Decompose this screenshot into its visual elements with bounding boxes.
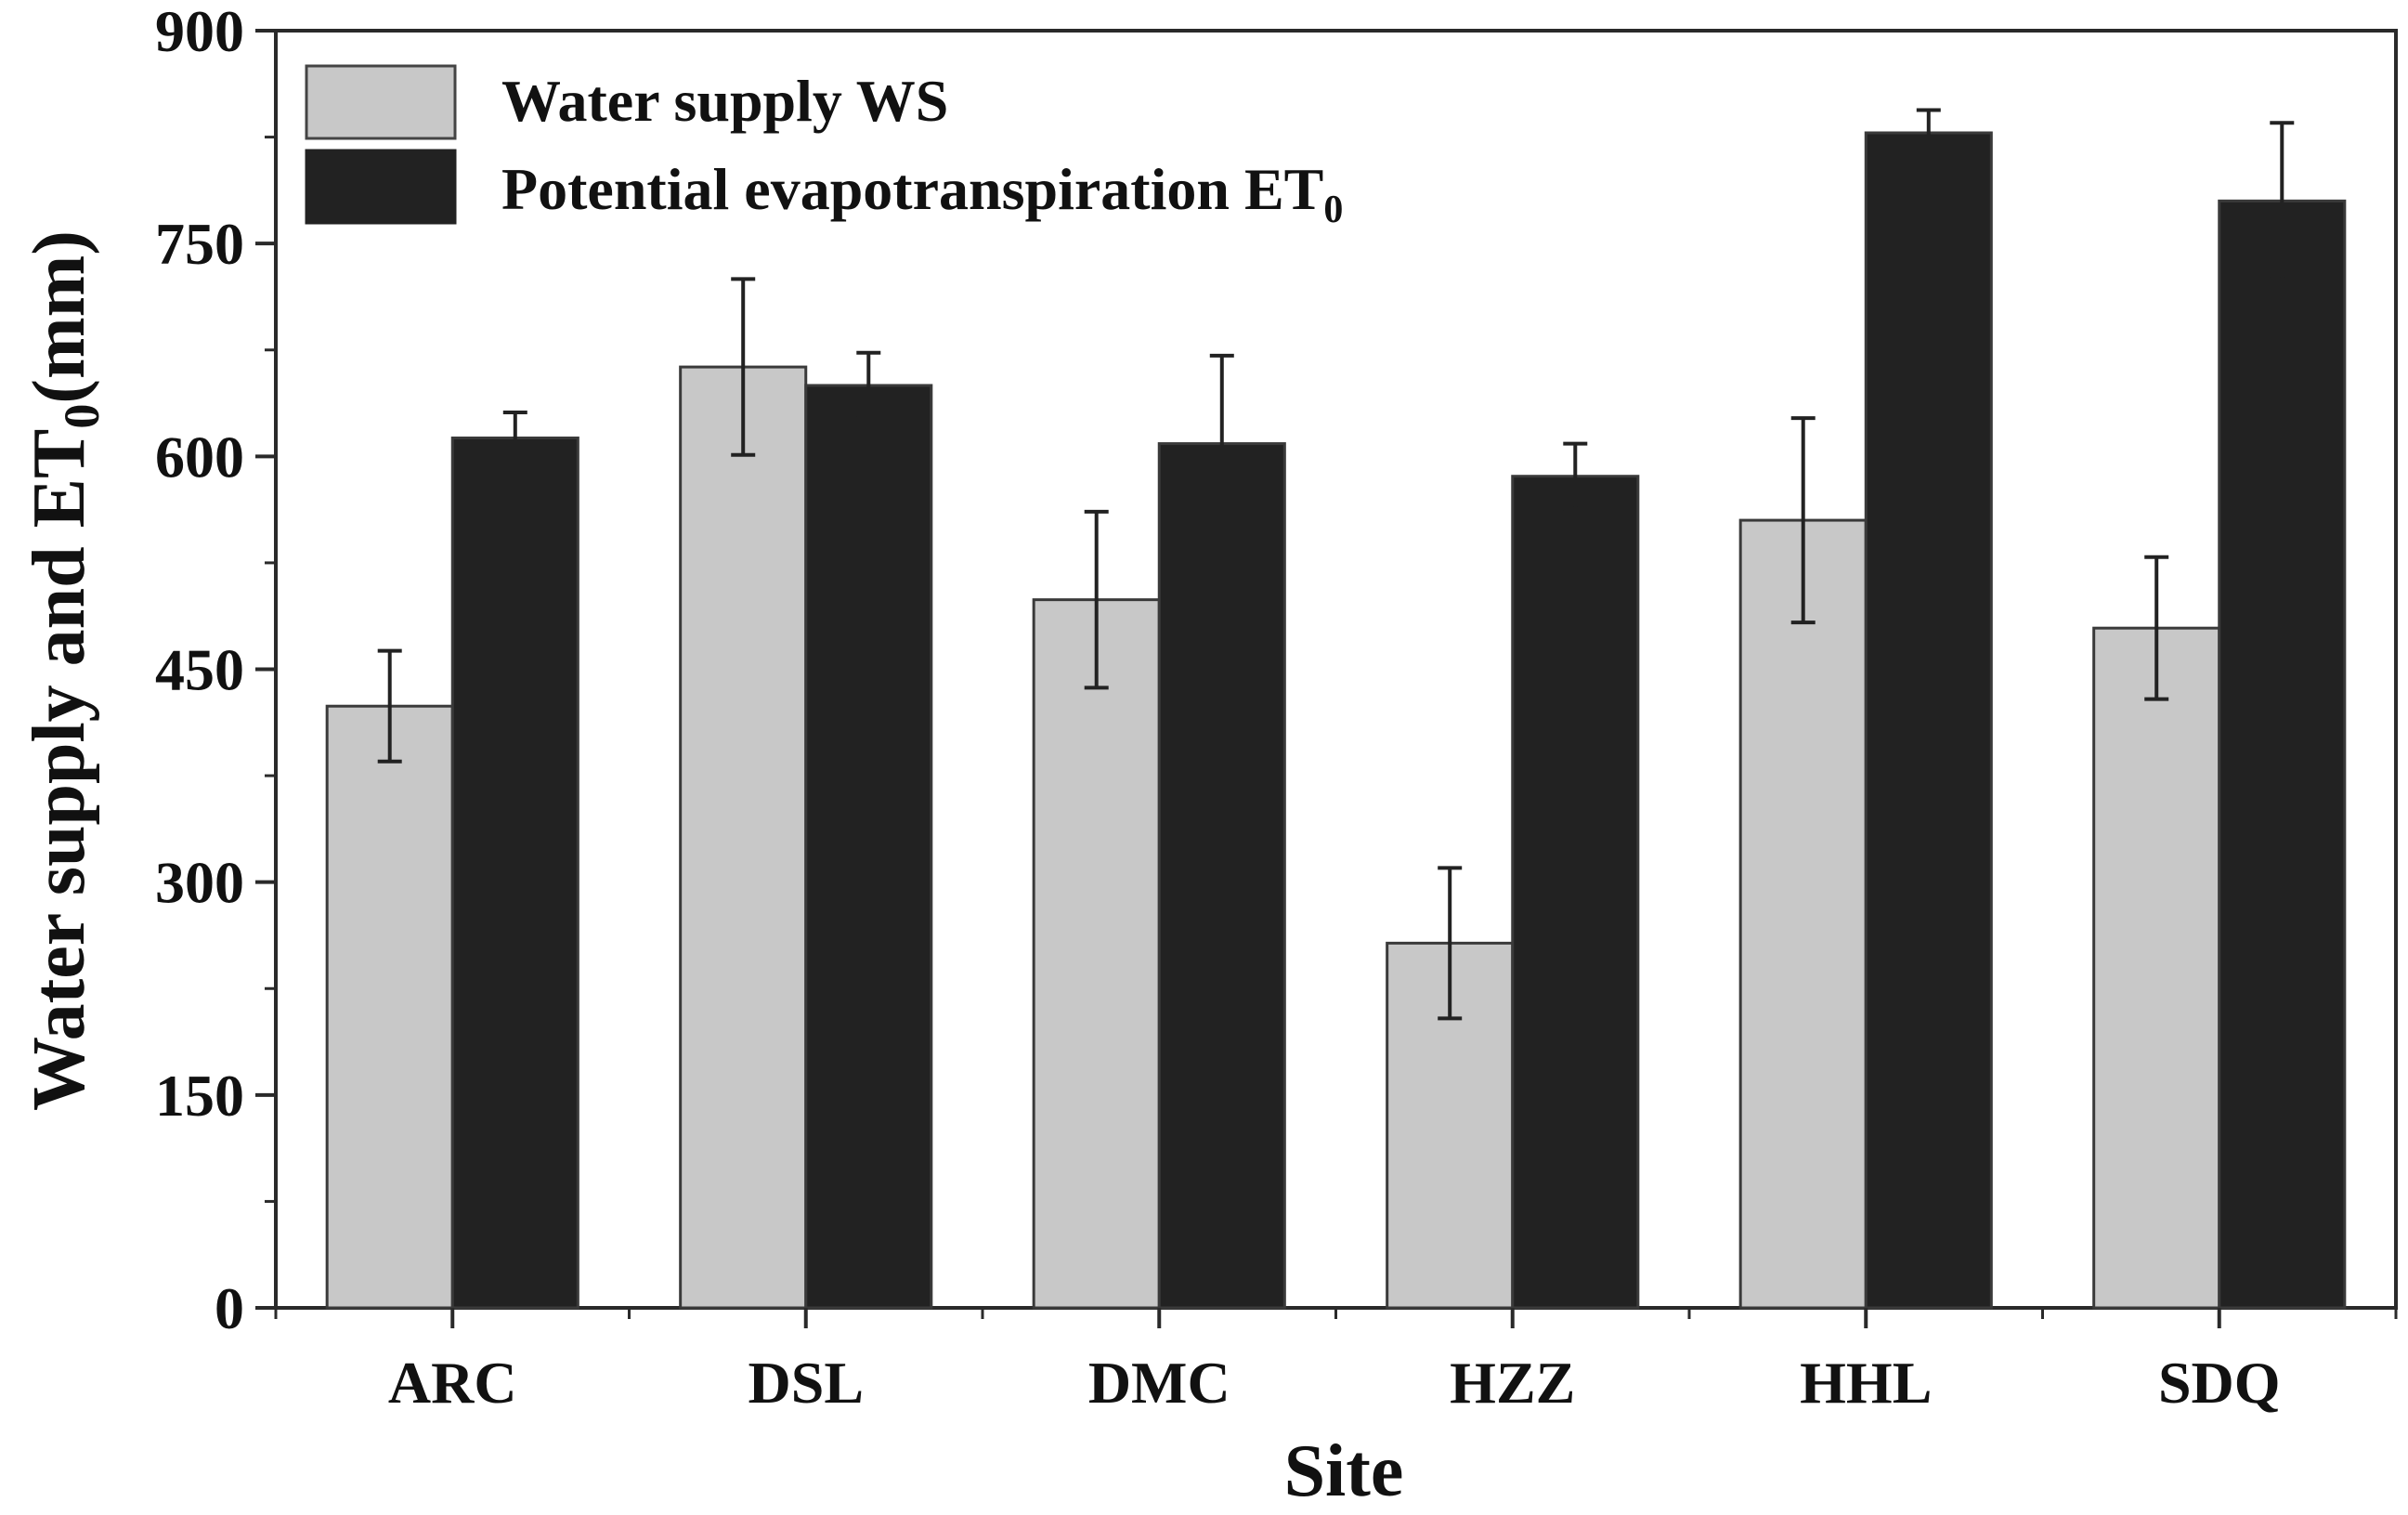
x-tick-label-arc: ARC (388, 1350, 517, 1416)
bar-hhl-water-supply (1738, 518, 1868, 1310)
bar-arc-et0 (450, 436, 579, 1310)
legend-label-et0-subscript: 0 (1323, 189, 1343, 231)
y-tick-label-150: 150 (155, 1063, 244, 1129)
bar-hhl-et0 (1864, 131, 1993, 1310)
x-tick-label-hhl: HHL (1800, 1350, 1932, 1416)
y-tick-label-900: 900 (155, 0, 244, 64)
y-axis-title-subscript: 0 (54, 404, 110, 429)
y-axis-title-suffix: (mm) (19, 230, 100, 404)
y-tick-label-0: 0 (215, 1275, 244, 1341)
y-axis-title: Water supply and ET0(mm) (19, 230, 110, 1111)
bar-dmc-et0 (1157, 442, 1286, 1310)
legend: Water supply WS Potential evapotranspira… (305, 64, 1343, 231)
x-tick-label-dsl: DSL (748, 1350, 865, 1416)
bar-sdq-et0 (2218, 199, 2347, 1310)
bar-hzz-et0 (1511, 475, 1640, 1310)
legend-label-et0: Potential evapotranspiration ET0 (501, 156, 1343, 231)
bars-group (325, 131, 2347, 1310)
legend-label-et0-main: Potential evapotranspiration ET (501, 156, 1323, 222)
y-tick-label-600: 600 (155, 424, 244, 490)
y-tick-label-450: 450 (155, 637, 244, 703)
bar-sdq-water-supply (2092, 626, 2221, 1310)
bar-arc-water-supply (325, 704, 454, 1310)
x-tick-label-hzz: HZZ (1450, 1350, 1575, 1416)
x-axis: ARC DSL DMC HZZ HHL SDQ (274, 1308, 2398, 1416)
x-axis-title: Site (1284, 1430, 1404, 1512)
bar-dsl-water-supply (679, 365, 808, 1310)
bar-dmc-water-supply (1032, 598, 1161, 1310)
x-tick-label-dmc: DMC (1088, 1350, 1230, 1416)
legend-label-water-supply: Water supply WS (501, 68, 948, 134)
x-tick-label-sdq: SDQ (2158, 1350, 2281, 1416)
y-axis-title-main: Water supply and ET (19, 429, 100, 1111)
legend-swatch-et0 (305, 149, 457, 225)
y-tick-label-750: 750 (155, 211, 244, 277)
legend-swatch-water-supply (305, 64, 457, 140)
error-bars-group (377, 108, 2295, 1021)
y-tick-label-300: 300 (155, 850, 244, 916)
y-axis: 0 150 300 450 600 750 900 (155, 0, 276, 1341)
bar-dsl-et0 (804, 384, 933, 1310)
